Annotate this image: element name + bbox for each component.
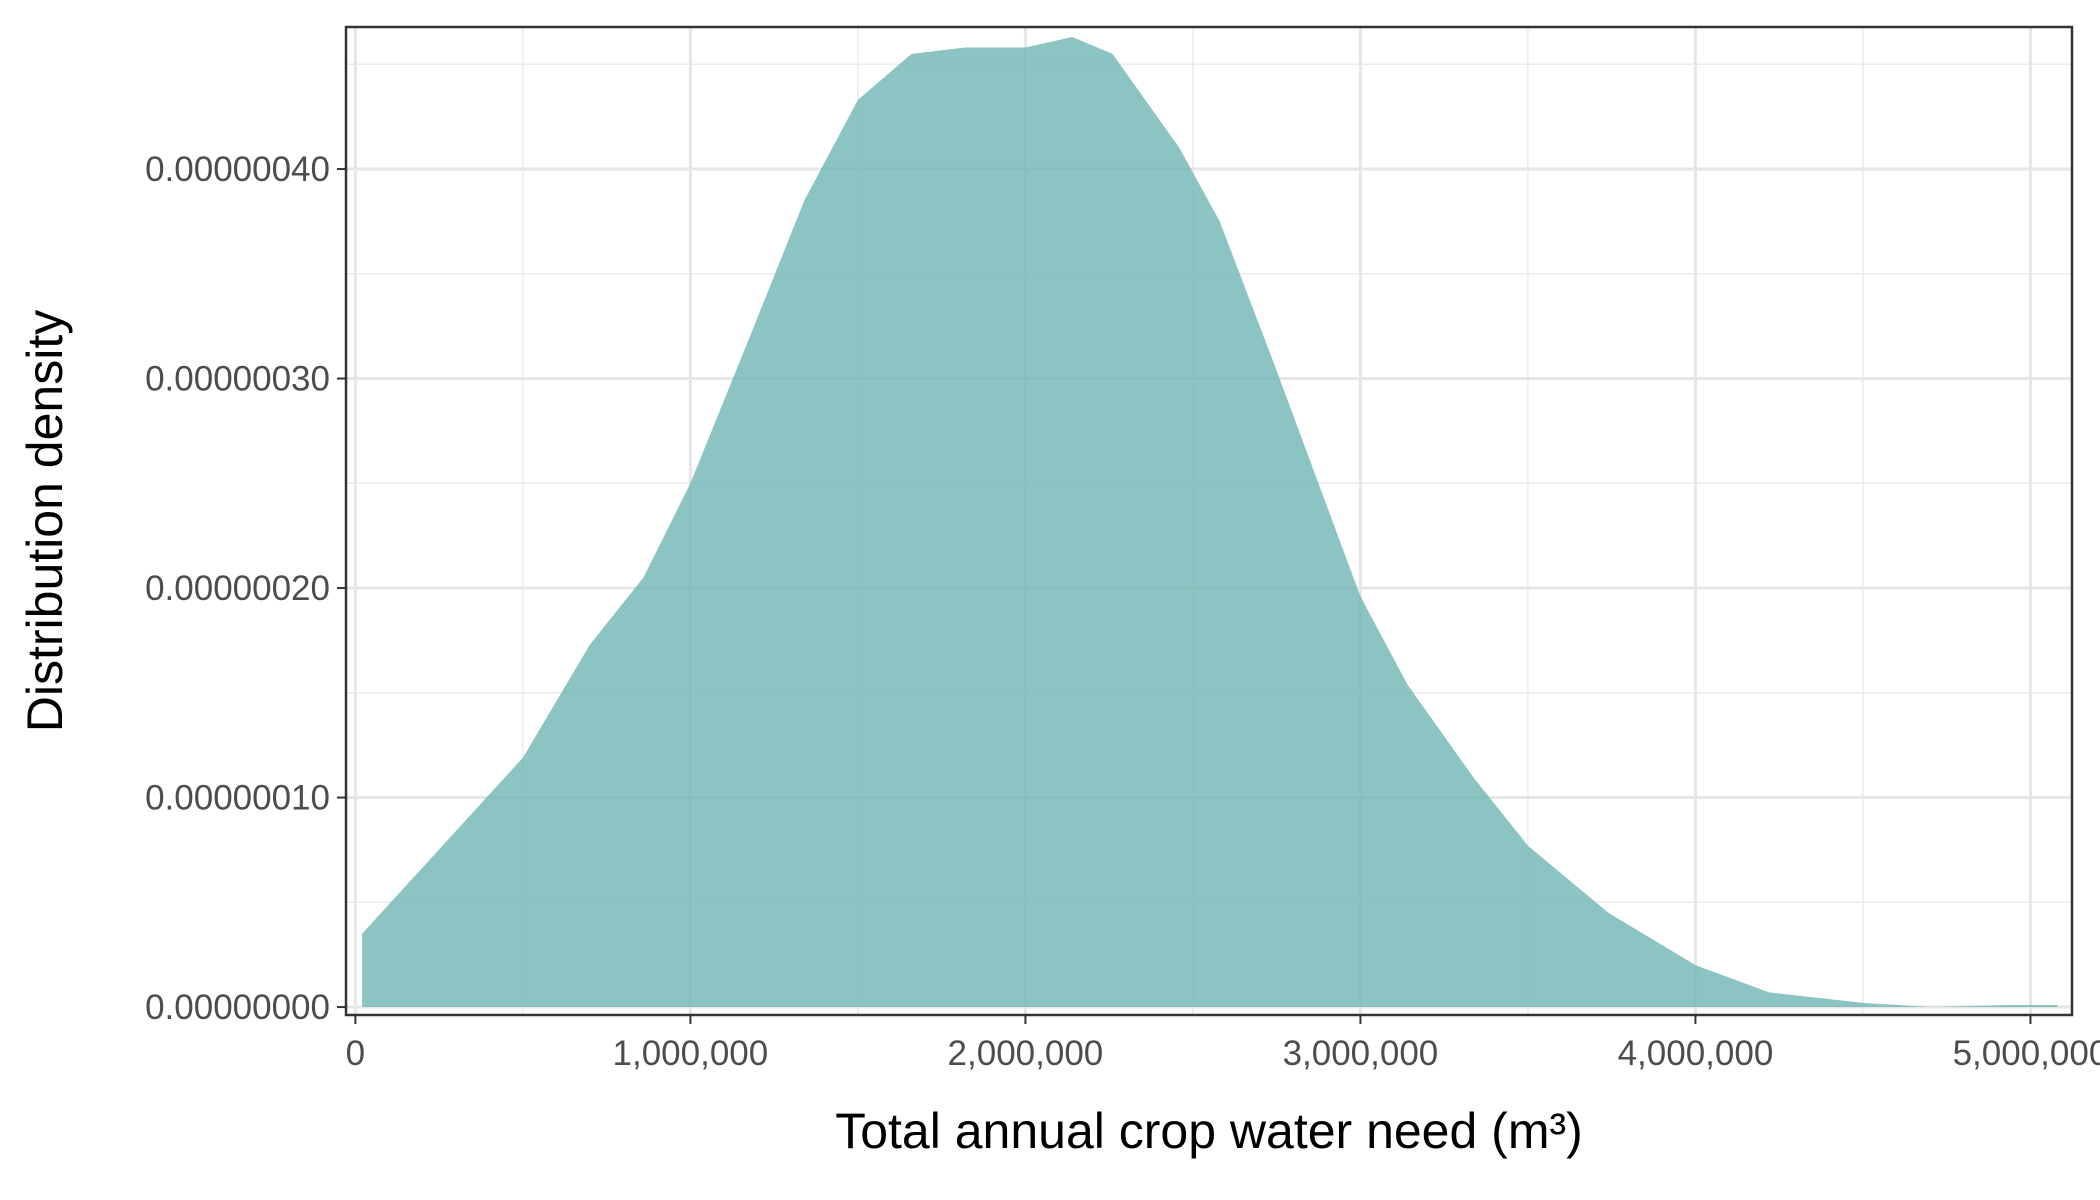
y-tick-label: 0.00000000 bbox=[145, 988, 330, 1027]
y-tick-label: 0.00000040 bbox=[145, 150, 330, 189]
x-tick-label: 0 bbox=[346, 1034, 365, 1073]
plot-area bbox=[346, 27, 2072, 1015]
x-axis-title: Total annual crop water need (m³) bbox=[835, 1103, 1583, 1159]
y-tick-label: 0.00000010 bbox=[145, 779, 330, 818]
x-tick-label: 1,000,000 bbox=[613, 1034, 769, 1073]
x-tick-label: 5,000,000 bbox=[1953, 1034, 2100, 1073]
x-tick-label: 2,000,000 bbox=[948, 1034, 1104, 1073]
density-area bbox=[362, 37, 2058, 1008]
x-tick-label: 3,000,000 bbox=[1283, 1034, 1439, 1073]
panel-border bbox=[344, 25, 2074, 1017]
y-tick-label: 0.00000030 bbox=[145, 360, 330, 399]
y-axis-title: Distribution density bbox=[17, 310, 73, 732]
y-tick-label: 0.00000020 bbox=[145, 569, 330, 608]
x-tick-label: 4,000,000 bbox=[1618, 1034, 1774, 1073]
